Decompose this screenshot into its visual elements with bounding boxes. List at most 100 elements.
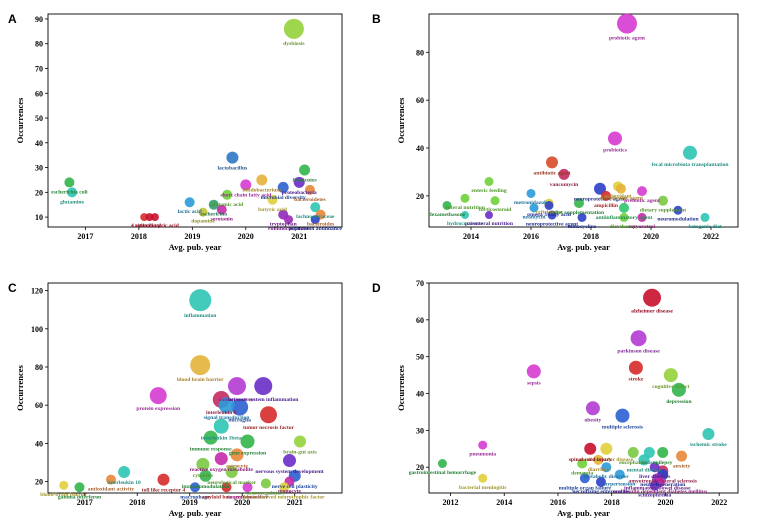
bubble[interactable] xyxy=(267,194,278,205)
bubble[interactable] xyxy=(593,454,604,465)
bubble[interactable] xyxy=(189,289,212,312)
bubble[interactable] xyxy=(615,408,630,423)
bubble[interactable] xyxy=(614,469,625,480)
bubble[interactable] xyxy=(484,177,494,187)
bubble[interactable] xyxy=(577,212,587,222)
bubble[interactable] xyxy=(627,446,639,458)
bubble[interactable] xyxy=(304,184,315,195)
bubble[interactable] xyxy=(649,480,660,491)
bubble[interactable] xyxy=(529,203,539,213)
bubble[interactable] xyxy=(658,195,668,206)
bubble[interactable] xyxy=(240,434,255,449)
bubble[interactable] xyxy=(294,435,306,448)
bubble[interactable] xyxy=(260,478,271,489)
bubble[interactable] xyxy=(619,202,629,213)
bubble[interactable] xyxy=(442,200,452,210)
bubble[interactable] xyxy=(283,454,296,468)
bubble[interactable] xyxy=(526,364,541,379)
bubble[interactable] xyxy=(67,187,78,198)
bubble[interactable] xyxy=(277,181,289,193)
bubble[interactable] xyxy=(199,469,212,482)
bubble[interactable] xyxy=(149,387,167,405)
bubble[interactable] xyxy=(299,164,311,176)
bubble[interactable] xyxy=(683,145,697,160)
bubble[interactable] xyxy=(657,446,669,458)
bubble[interactable] xyxy=(601,462,612,473)
bubble[interactable] xyxy=(310,215,320,225)
bubble[interactable] xyxy=(279,482,290,493)
bubble[interactable] xyxy=(198,207,208,217)
bubble[interactable] xyxy=(228,377,246,396)
bubble[interactable] xyxy=(630,330,647,347)
bubble[interactable] xyxy=(478,440,488,450)
bubble[interactable] xyxy=(218,397,235,414)
bubble[interactable] xyxy=(310,202,321,213)
bubble[interactable] xyxy=(616,183,626,194)
bubble[interactable] xyxy=(702,428,715,441)
bubble[interactable] xyxy=(617,13,637,34)
bubble[interactable] xyxy=(601,190,611,201)
bubble[interactable] xyxy=(637,212,647,222)
bubble[interactable] xyxy=(213,418,229,434)
bubble[interactable] xyxy=(254,377,273,396)
bubble[interactable] xyxy=(118,466,131,478)
bubble[interactable] xyxy=(700,212,710,222)
bubble[interactable] xyxy=(490,196,500,206)
bubble[interactable] xyxy=(628,360,643,375)
bubble[interactable] xyxy=(460,193,470,203)
bubble[interactable] xyxy=(676,450,688,462)
bubble[interactable] xyxy=(619,212,629,222)
bubble[interactable] xyxy=(637,186,647,197)
bubble[interactable] xyxy=(226,151,239,164)
bubble[interactable] xyxy=(608,131,622,146)
bubble[interactable] xyxy=(256,174,268,186)
bubble[interactable] xyxy=(437,459,447,469)
bubble[interactable] xyxy=(579,473,590,484)
bubble[interactable] xyxy=(574,198,584,209)
bubble[interactable] xyxy=(208,199,219,210)
bubble[interactable] xyxy=(293,176,305,188)
bubble[interactable] xyxy=(638,454,650,466)
bubble[interactable] xyxy=(526,188,536,198)
bubble[interactable] xyxy=(643,288,662,307)
bubble[interactable] xyxy=(214,452,228,466)
bubble[interactable] xyxy=(673,205,683,215)
bubble[interactable] xyxy=(478,473,488,483)
bubble[interactable] xyxy=(64,177,75,188)
bubble[interactable] xyxy=(594,182,606,195)
bubble[interactable] xyxy=(600,442,613,455)
bubble[interactable] xyxy=(216,204,227,215)
bubble[interactable] xyxy=(663,368,678,383)
bubble[interactable] xyxy=(184,197,195,208)
bubble[interactable] xyxy=(584,442,597,455)
bubble[interactable] xyxy=(595,476,606,487)
bubble[interactable] xyxy=(222,189,233,200)
bubble[interactable] xyxy=(242,482,253,493)
bubble[interactable] xyxy=(649,462,660,473)
bubble[interactable] xyxy=(190,355,211,376)
bubble[interactable] xyxy=(283,18,304,39)
bubble[interactable] xyxy=(240,179,252,191)
bubble[interactable] xyxy=(558,168,570,180)
bubble[interactable] xyxy=(260,406,277,424)
bubble[interactable] xyxy=(225,466,238,478)
bubble[interactable] xyxy=(190,482,200,493)
bubble[interactable] xyxy=(461,211,469,220)
bubble[interactable] xyxy=(577,458,588,469)
bubble[interactable] xyxy=(221,482,232,493)
bubble[interactable] xyxy=(59,480,69,490)
bubble[interactable] xyxy=(231,398,249,416)
bubble[interactable] xyxy=(157,473,170,486)
bubble[interactable] xyxy=(196,457,210,471)
bubble[interactable] xyxy=(230,448,244,462)
bubble[interactable] xyxy=(585,401,600,416)
bubble[interactable] xyxy=(106,474,116,485)
bubble[interactable] xyxy=(74,482,85,493)
bubble[interactable] xyxy=(284,215,294,225)
bubble[interactable] xyxy=(547,210,557,220)
bubble[interactable] xyxy=(544,200,554,210)
bubble[interactable] xyxy=(671,382,686,397)
bubble[interactable] xyxy=(485,211,493,220)
bubble[interactable] xyxy=(203,430,218,445)
bubble[interactable] xyxy=(546,156,558,169)
